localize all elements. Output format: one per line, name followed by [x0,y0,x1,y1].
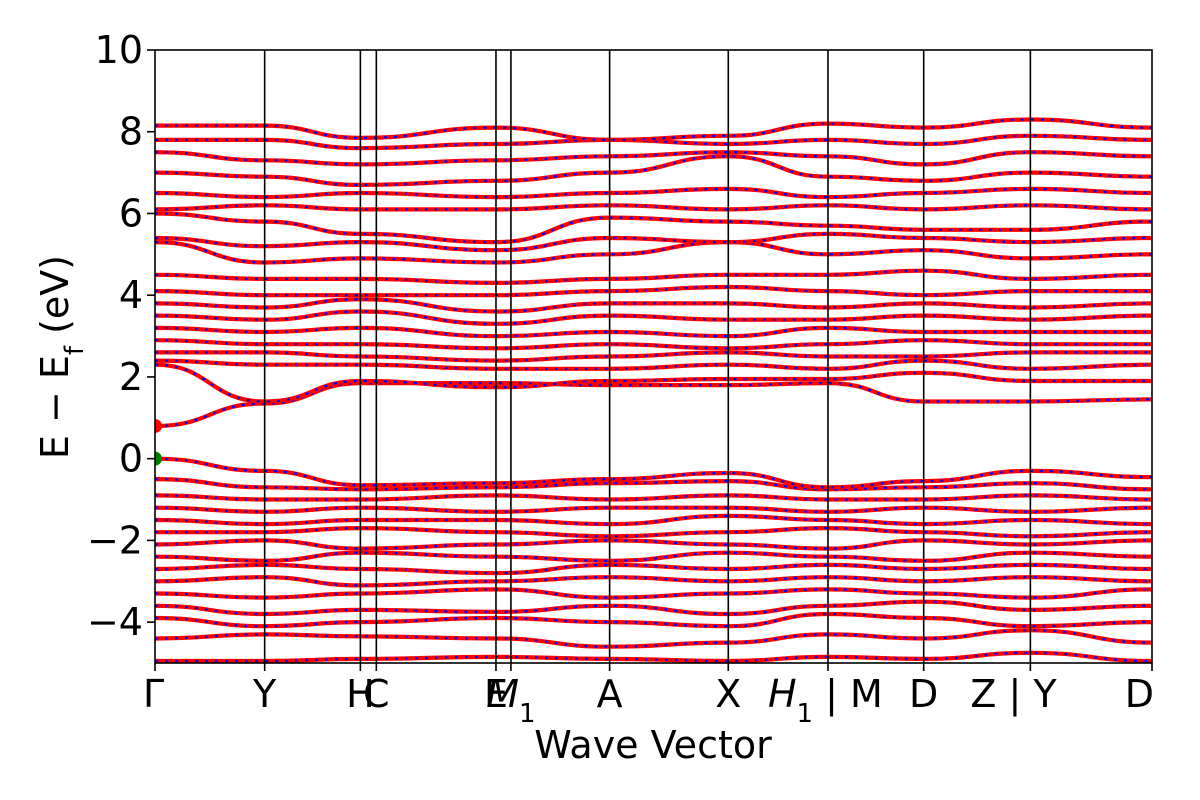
band-line-4 [155,587,1152,600]
x-tick-label: H1 | M [768,672,883,729]
band-dash-15 [155,381,1152,428]
band-line-6 [155,562,1152,576]
band-dash-26 [155,232,1152,252]
x-tick-label: D [909,672,938,716]
y-tick-label: −4 [87,600,143,644]
x-tick-label: C [363,672,390,716]
y-tick-label: 2 [119,355,143,399]
y-axis-title-sub: f [60,345,90,355]
band-dash-2 [155,612,1152,628]
x-tick-label: H [346,672,375,716]
extrema-markers [155,418,162,466]
y-axis-title: E − Ef (eV) [33,255,90,459]
plot-frame [154,49,1153,664]
band-dash-18 [155,351,1152,362]
band-line-11 [155,505,1152,514]
band-line-28 [155,203,1152,212]
bands-layer [155,117,1152,663]
band-line-20 [155,325,1152,339]
x-tick-label-main: M [486,672,519,716]
cbm-marker [155,418,162,433]
band-dash-19 [155,339,1152,350]
band-dash-21 [155,310,1152,325]
band-dash-24 [155,269,1152,285]
band-dash-3 [155,600,1152,616]
y-axis-title-main: E − E [33,355,77,459]
band-dash-8 [155,539,1152,550]
x-tick-label: M1 [486,672,535,729]
band-line-12 [155,493,1152,502]
band-dash-23 [155,285,1152,297]
y-tick-label: −2 [87,518,143,562]
x-tick-label: Y [252,672,277,716]
y-tick-label: 8 [119,110,143,154]
band-dash-10 [155,514,1152,526]
x-tick-label-main: Z [970,672,996,716]
x-tick-label-suffix: | Y [996,672,1057,717]
band-line-5 [155,575,1152,588]
band-dash-28 [155,204,1152,211]
x-tick-label: X [715,672,741,716]
x-tick-label-suffix: | M [813,672,883,717]
x-tick-label: D [1125,672,1154,716]
band-dash-7 [155,551,1152,562]
band-dash-9 [155,526,1152,538]
y-axis-ticks: −4 −2 0 2 4 6 8 10 [87,28,155,644]
band-dash-30 [155,155,1152,187]
band-dash-4 [155,588,1152,599]
x-tick-label: A [597,672,623,716]
band-dash-27 [155,212,1152,244]
band-line-1 [155,628,1152,649]
band-line-18 [155,350,1152,363]
y-tick-label: 10 [95,28,143,72]
x-tick-label-sub: 1 [519,699,536,729]
band-line-8 [155,538,1152,551]
band-dash-25 [155,240,1152,264]
band-line-19 [155,338,1152,351]
band-dash-5 [155,576,1152,587]
band-line-0 [155,650,1152,663]
band-dash-11 [155,506,1152,513]
y-tick-label: 6 [119,191,143,235]
band-dash-22 [155,298,1152,313]
band-line-23 [155,284,1152,298]
band-dash-33 [155,118,1152,142]
x-tick-label: Γ [143,672,164,716]
x-tick-label-sub: 1 [797,699,814,729]
band-line-16 [155,362,1152,404]
band-line-7 [155,550,1152,563]
y-axis-title-unit: (eV) [33,255,77,334]
band-line-24 [155,268,1152,285]
band-dash-29 [155,187,1152,199]
band-dash-20 [155,326,1152,338]
x-axis-title: Wave Vector [534,723,772,767]
band-line-13 [155,477,1152,492]
band-line-17 [155,358,1152,371]
x-tick-label: Z | Y [970,672,1057,717]
band-dash-1 [155,629,1152,648]
x-tick-label-main: H [768,672,797,716]
band-line-22 [155,297,1152,314]
band-dash-14 [155,457,1152,489]
band-dash-0 [155,651,1152,663]
y-tick-label: 4 [119,273,143,317]
band-dash-12 [155,494,1152,501]
y-tick-label: 0 [119,437,143,481]
band-line-15 [155,380,1152,429]
band-line-9 [155,526,1152,539]
band-line-10 [155,513,1152,527]
band-dash-32 [155,134,1152,150]
band-line-31 [155,150,1152,167]
kpoint-lines [263,50,1032,663]
band-line-29 [155,186,1152,200]
vbm-marker [155,451,162,466]
band-dash-13 [155,478,1152,491]
x-tick-label: E [484,672,508,716]
band-dash-6 [155,563,1152,575]
